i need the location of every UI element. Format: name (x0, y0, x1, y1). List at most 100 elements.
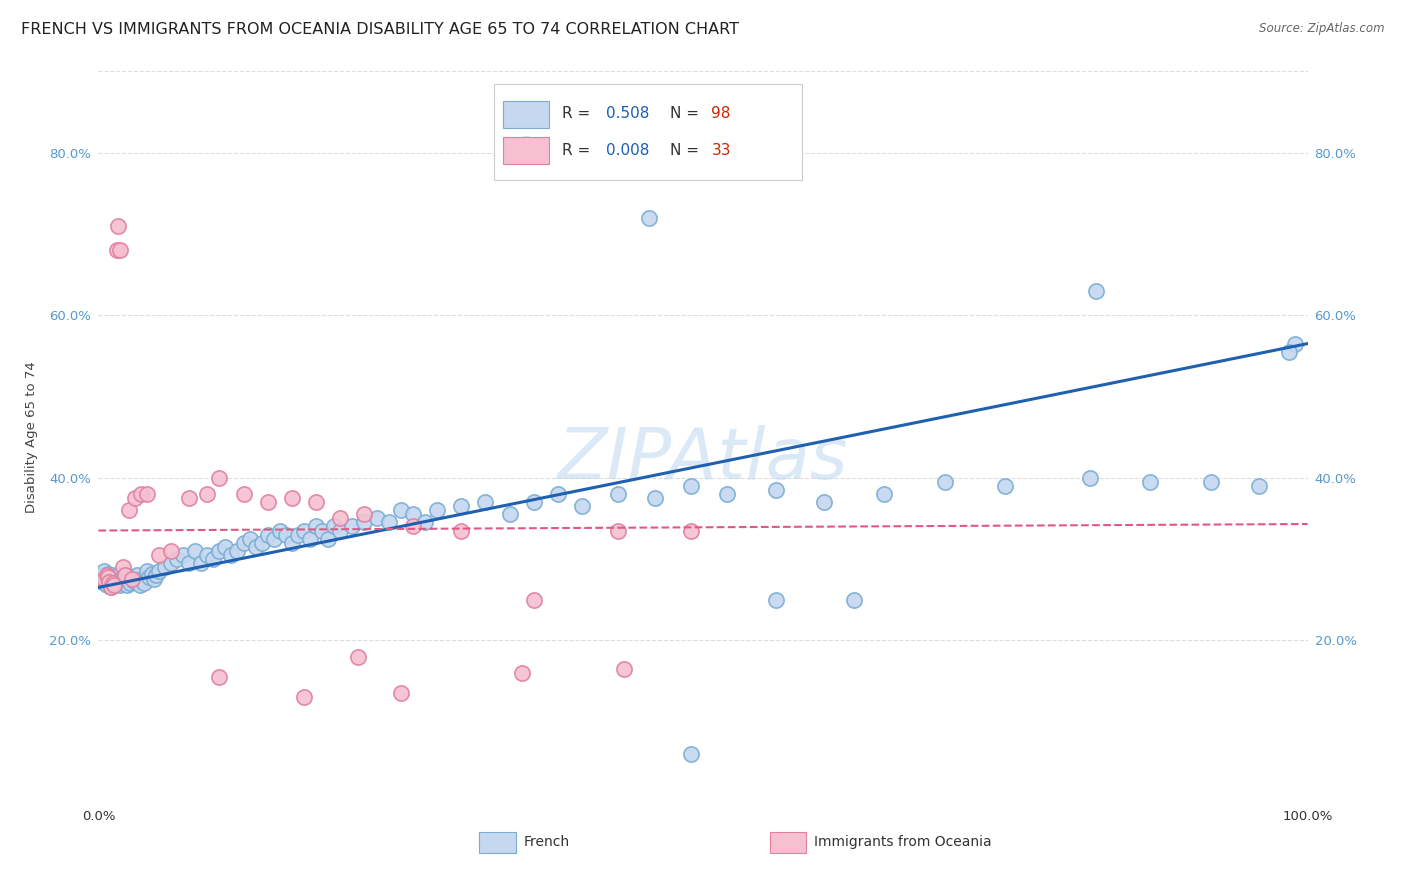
Point (96, 578, 118, 592)
Point (1139, 475, 1161, 489)
Text: Source: ZipAtlas.com: Source: ZipAtlas.com (1260, 22, 1385, 36)
Point (96, 568, 118, 582)
Point (103, 578, 125, 592)
Point (679, 747, 702, 761)
Point (389, 686, 412, 700)
Point (256, 495, 278, 509)
Point (118, 572, 141, 586)
Point (100, 571, 122, 585)
Point (256, 527, 278, 541)
Point (114, 574, 136, 589)
Point (221, 548, 243, 562)
Point (844, 592, 866, 607)
Point (305, 495, 328, 509)
Point (91, 568, 114, 582)
Point (208, 670, 231, 684)
Point (239, 532, 262, 546)
FancyBboxPatch shape (494, 84, 803, 179)
Point (281, 491, 304, 505)
Point (250, 535, 273, 549)
Point (547, 487, 569, 501)
Point (195, 487, 218, 501)
Text: French: French (524, 835, 571, 849)
Point (450, 524, 472, 538)
FancyBboxPatch shape (479, 832, 516, 853)
Point (716, 487, 738, 501)
Point (377, 516, 399, 530)
Text: 98: 98 (711, 106, 731, 121)
Point (110, 572, 132, 586)
Point (523, 495, 546, 509)
Point (117, 578, 139, 592)
Point (179, 491, 201, 505)
Point (97, 573, 120, 587)
Point (523, 592, 546, 607)
Point (98, 575, 121, 590)
Point (316, 532, 339, 546)
Point (329, 511, 352, 525)
Point (613, 662, 636, 676)
Point (510, 665, 533, 680)
Point (426, 503, 449, 517)
Text: 0.508: 0.508 (606, 106, 650, 121)
Point (311, 524, 333, 538)
Point (402, 519, 425, 533)
Point (160, 556, 183, 570)
Point (389, 503, 412, 517)
Point (118, 576, 141, 591)
Point (226, 544, 249, 558)
Point (994, 479, 1017, 493)
Point (571, 499, 593, 513)
Point (93, 572, 115, 586)
Text: FRENCH VS IMMIGRANTS FROM OCEANIA DISABILITY AGE 65 TO 74 CORRELATION CHART: FRENCH VS IMMIGRANTS FROM OCEANIA DISABI… (21, 22, 740, 37)
Point (214, 540, 236, 554)
Point (353, 508, 375, 522)
Y-axis label: Disability Age 65 to 74: Disability Age 65 to 74 (25, 361, 38, 513)
Point (1199, 475, 1222, 489)
Point (637, 211, 659, 225)
Point (347, 649, 370, 664)
Point (100, 568, 122, 582)
Point (148, 548, 170, 562)
Point (287, 527, 309, 541)
Point (679, 524, 702, 538)
Point (263, 532, 285, 546)
Point (413, 516, 436, 530)
Point (1078, 471, 1101, 485)
Text: N =: N = (671, 106, 704, 121)
Point (172, 548, 194, 562)
Point (607, 524, 630, 538)
Point (118, 503, 141, 517)
Point (873, 487, 896, 501)
Point (111, 576, 134, 591)
Point (1085, 284, 1108, 298)
Point (100, 581, 122, 595)
Point (98, 574, 121, 589)
Point (366, 511, 388, 525)
Ellipse shape (503, 137, 550, 163)
Point (108, 568, 131, 582)
Point (135, 487, 157, 501)
Point (115, 568, 138, 582)
Point (765, 483, 787, 497)
Point (94, 574, 117, 589)
Point (105, 243, 128, 257)
Point (134, 576, 156, 591)
Point (107, 219, 129, 233)
Point (153, 560, 176, 574)
Point (124, 491, 146, 505)
Text: R =: R = (561, 106, 595, 121)
Point (208, 544, 231, 558)
Point (232, 487, 254, 501)
Point (121, 570, 143, 584)
Point (498, 508, 520, 522)
Text: 0.008: 0.008 (606, 143, 650, 158)
Point (127, 568, 149, 582)
Point (131, 572, 153, 586)
Text: Immigrants from Oceania: Immigrants from Oceania (814, 835, 991, 849)
FancyBboxPatch shape (769, 832, 806, 853)
Point (135, 564, 157, 578)
Point (121, 572, 143, 586)
FancyBboxPatch shape (503, 137, 550, 163)
Point (97, 566, 120, 581)
